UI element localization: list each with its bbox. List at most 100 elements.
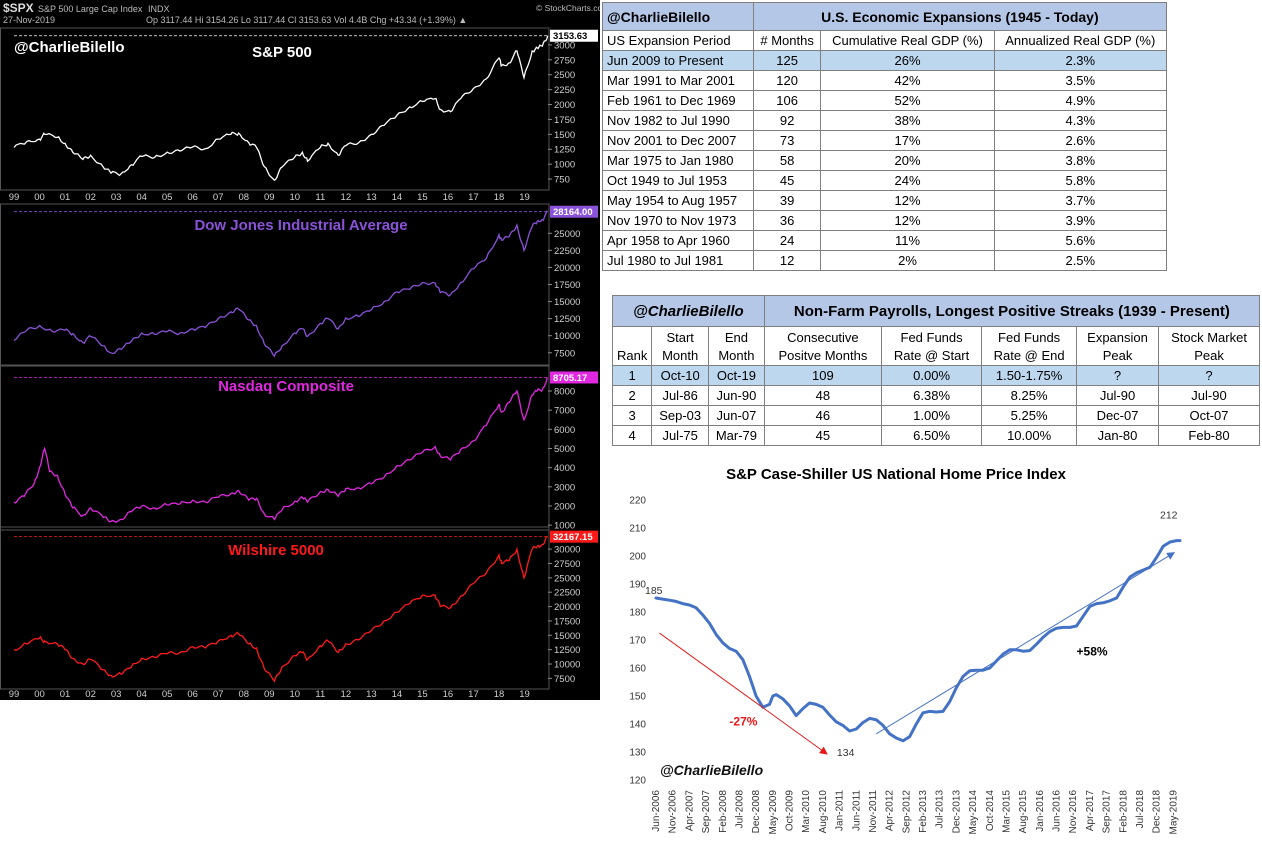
y-tick-label: 10000	[554, 660, 580, 671]
x-tick-label: 05	[162, 192, 173, 203]
stockcharts-source: © StockCharts.com	[536, 3, 600, 13]
x-tick-label: 04	[136, 689, 147, 700]
months-cell: 24	[752, 230, 822, 251]
hpi-x-tick-label: Dec-2018	[1152, 790, 1163, 834]
y-tick-label: 2250	[554, 85, 575, 96]
col-header-fed-funds-end: Fed Funds Rate @ End	[981, 326, 1078, 366]
x-tick-label: 02	[85, 689, 96, 700]
hpi-x-tick-label: Feb-2018	[1118, 790, 1129, 833]
x-tick-label: 13	[366, 689, 377, 700]
months-cell: 58	[752, 150, 822, 171]
last-value-label: 28164.00	[553, 207, 593, 218]
stock-market-peak-cell: Oct-07	[1158, 405, 1260, 426]
pane-frame	[0, 27, 550, 191]
last-value-label: 3153.63	[553, 31, 587, 42]
cumulative-gdp-cell: 42%	[820, 70, 995, 91]
hpi-x-tick-label: May-2014	[968, 790, 979, 835]
header-line-1: Stock Market	[1171, 330, 1247, 345]
consecutive-months-cell: 46	[763, 405, 882, 426]
hpi-x-tick-label: Apr-2017	[1085, 790, 1096, 832]
payrolls-streaks-table: @CharlieBilello Non-Farm Payrolls, Longe…	[611, 295, 1261, 446]
rank-cell: 1	[611, 365, 653, 386]
expansion-row: Nov 2001 to Dec 2007 73 17% 2.6%	[602, 130, 1168, 151]
hpi-x-tick-label: Jan-2011	[835, 790, 846, 831]
y-tick-label: 2500	[554, 70, 575, 81]
payrolls-title: Non-Farm Payrolls, Longest Positive Stre…	[763, 295, 1261, 327]
x-tick-label: 09	[264, 689, 275, 700]
x-tick-label: 19	[519, 689, 530, 700]
cumulative-gdp-cell: 52%	[820, 90, 995, 111]
x-tick-label: 14	[392, 192, 403, 203]
end-month-cell: Mar-79	[708, 425, 765, 446]
y-tick-label: 2000	[554, 501, 575, 512]
y-tick-label: 12500	[554, 645, 580, 656]
hpi-x-tick-label: Nov-2006	[668, 790, 679, 834]
months-cell: 39	[752, 190, 822, 211]
end-month-cell: Jun-07	[708, 405, 765, 426]
y-tick-label: 3000	[554, 482, 575, 493]
expansion-row: Nov 1970 to Nov 1973 36 12% 3.9%	[602, 210, 1168, 231]
expansion-peak-cell: Jan-80	[1076, 425, 1160, 446]
stock-market-peak-cell: Jul-90	[1158, 385, 1260, 406]
period-cell: Mar 1975 to Jan 1980	[602, 150, 754, 171]
hpi-x-tick-label: Feb-2013	[918, 790, 929, 833]
payrolls-row: 1 Oct-10 Oct-19 109 0.00% 1.50-1.75%??	[611, 365, 1260, 386]
annualized-gdp-cell: 3.7%	[993, 190, 1168, 211]
x-tick-label: 17	[468, 192, 479, 203]
annualized-gdp-cell: 3.8%	[993, 150, 1168, 171]
y-tick-label: 15000	[554, 297, 580, 308]
hpi-y-tick-label: 170	[629, 636, 646, 647]
hpi-x-tick-label: Jul-2008	[734, 790, 745, 829]
y-tick-label: 7500	[554, 348, 575, 359]
x-tick-label: 15	[417, 689, 428, 700]
last-value-box	[550, 371, 598, 384]
expansion-row: Feb 1961 to Dec 1969 106 52% 4.9%	[602, 90, 1168, 111]
expansion-row: Oct 1949 to Jul 1953 45 24% 5.8%	[602, 170, 1168, 191]
header-line-2: Rate @ Start	[893, 348, 970, 363]
header-line-1: Consecutive	[787, 330, 859, 345]
hpi-x-tick-label: Jan-2016	[1035, 790, 1046, 832]
x-tick-label: 16	[443, 192, 454, 203]
x-tick-label: 14	[392, 689, 403, 700]
hpi-x-tick-label: Feb-2008	[718, 790, 729, 833]
hpi-x-tick-label: Jun-2006	[651, 790, 662, 832]
stock-index-chart-panel: $SPX S&P 500 Large Cap Index INDX © Stoc…	[0, 0, 600, 700]
hpi-x-tick-label: Aug-2010	[818, 790, 829, 834]
y-tick-label: 8000	[554, 386, 575, 397]
header-line-2: Rate @ End	[993, 348, 1065, 363]
x-tick-label: 12	[341, 689, 352, 700]
expansion-peak-cell: ?	[1076, 365, 1160, 386]
y-tick-label: 750	[554, 175, 570, 186]
x-tick-label: 18	[494, 689, 505, 700]
last-value-box	[550, 29, 598, 42]
hpi-y-tick-label: 220	[629, 496, 646, 507]
header-line-1: Fed Funds	[998, 330, 1061, 345]
economic-expansions-table: @CharlieBilello U.S. Economic Expansions…	[602, 2, 1168, 271]
x-tick-label: 05	[162, 689, 173, 700]
x-tick-label: 19	[519, 192, 530, 203]
hpi-x-tick-label: May-2019	[1168, 790, 1179, 835]
cumulative-gdp-cell: 38%	[820, 110, 995, 131]
expansion-peak-cell: Jul-90	[1076, 385, 1160, 406]
hpi-x-tick-label: Jul-2013	[935, 790, 946, 829]
ohlc-summary: Op 3117.44 Hi 3154.26 Lo 3117.44 Cl 3153…	[146, 15, 467, 25]
y-tick-label: 30000	[554, 545, 580, 556]
stock-chart-handle: @CharlieBilello	[14, 39, 125, 56]
x-tick-label: 00	[34, 192, 45, 203]
x-tick-label: 11	[315, 192, 325, 203]
hpi-x-tick-label: Sep-2007	[701, 790, 712, 834]
y-tick-label: 2750	[554, 55, 575, 66]
index-series-line	[13, 210, 549, 358]
x-tick-label: 06	[187, 192, 198, 203]
cumulative-gdp-cell: 12%	[820, 190, 995, 211]
rank-cell: 4	[611, 425, 653, 446]
hpi-y-tick-label: 140	[629, 720, 646, 731]
x-tick-label: 99	[9, 689, 20, 700]
case-shiller-chart: S&P Case-Shiller US National Home Price …	[629, 466, 1182, 835]
cumulative-gdp-cell: 2%	[820, 250, 995, 271]
pane-title: Wilshire 5000	[228, 542, 324, 559]
period-cell: Jun 2009 to Present	[602, 50, 754, 71]
end-value-label: 212	[1160, 509, 1178, 521]
rank-cell: 3	[611, 405, 653, 426]
x-tick-label: 01	[60, 192, 71, 203]
